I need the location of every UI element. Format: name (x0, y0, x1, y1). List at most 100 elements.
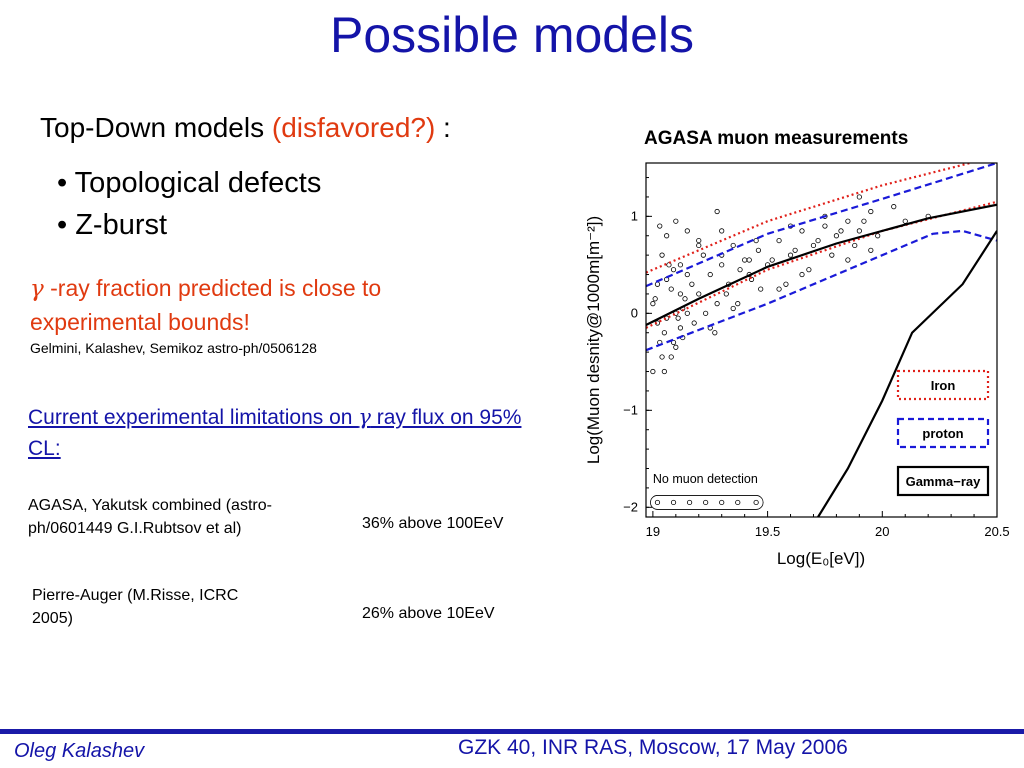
data-point (661, 330, 667, 336)
data-point (677, 262, 684, 268)
data-point (787, 252, 794, 258)
disfavored-label: (disfavored?) (271, 112, 436, 143)
data-point (696, 237, 702, 244)
data-point (735, 301, 741, 307)
legend-label-2: Gamma−ray (906, 474, 982, 489)
y-axis-label: Log(Muon desnity@1000m[m⁻²]) (584, 216, 603, 464)
data-point (810, 242, 817, 249)
data-point (891, 204, 897, 210)
data-point (661, 368, 667, 375)
footer-event: GZK 40, INR RAS, Moscow, 17 May 2006 (458, 736, 848, 759)
data-point (712, 330, 718, 336)
limit-source-agasa: AGASA, Yakutsk combined (astro-ph/060144… (28, 497, 272, 537)
x-tick-label: 20.5 (984, 524, 1009, 539)
legend-label-0: Iron (931, 378, 956, 393)
y-tick-label: 0 (631, 305, 638, 320)
data-point (875, 233, 881, 239)
data-point (696, 291, 702, 297)
data-point (783, 281, 789, 287)
data-point (856, 228, 862, 234)
data-point (650, 368, 656, 375)
limit-source-auger: Pierre-Auger (M.Risse, ICRC 2005) (32, 587, 239, 627)
series-line-5 (817, 230, 997, 517)
data-point (719, 228, 725, 234)
data-point (659, 354, 665, 360)
y-tick-label: −1 (623, 402, 638, 417)
bullet-z-burst: • Z-burst (57, 209, 168, 241)
non-detection-point (670, 499, 677, 506)
data-point (758, 286, 764, 292)
data-point (868, 208, 874, 215)
non-detection-point (719, 499, 725, 506)
gamma-symbol: γ (30, 276, 44, 302)
data-point (684, 310, 690, 316)
data-point (668, 354, 674, 360)
current-limitations-suffix: ray flux on 95% CL: (28, 406, 522, 460)
chart-title: AGASA muon measurements (644, 128, 909, 149)
data-point (654, 281, 661, 287)
data-point (852, 242, 858, 249)
non-detection-point (654, 499, 661, 506)
data-point (799, 228, 805, 234)
chart-marks (646, 163, 997, 517)
limit-value-agasa: 36% above 100EeV (362, 515, 504, 532)
data-point (753, 237, 759, 244)
data-point (845, 218, 851, 224)
legend-box-0 (896, 369, 990, 401)
data-point (689, 281, 695, 287)
data-point (691, 320, 697, 326)
data-point (677, 325, 684, 331)
data-point (845, 257, 851, 263)
top-down-heading: Top-Down models (disfavored?) : (40, 112, 451, 144)
legend-box-2 (896, 465, 990, 497)
chart-legend: Iron proton Gamma−ray (896, 369, 990, 497)
data-point (799, 271, 805, 278)
legend-label-1: proton (922, 426, 963, 441)
y-tick-label: 1 (631, 208, 638, 223)
data-point (776, 286, 782, 292)
data-point (833, 233, 840, 239)
data-point (755, 247, 762, 253)
data-point (730, 305, 736, 312)
footer-divider (0, 729, 1024, 734)
gamma-fraction-statement: γ -ray fraction predicted is close to ex… (30, 272, 500, 339)
data-point (730, 242, 736, 249)
bullet-topological-defects: • Topological defects (57, 167, 322, 199)
data-point (806, 267, 812, 273)
data-point (650, 301, 656, 307)
series-line-4 (646, 203, 997, 326)
data-point (838, 228, 844, 234)
current-limitations-prefix: Current experimental limitations on (28, 406, 359, 429)
legend-box-1 (896, 417, 990, 449)
data-point (696, 242, 702, 249)
data-point (776, 237, 782, 244)
non-detection-bracket (650, 495, 764, 510)
series-line-2 (646, 163, 997, 288)
series-line-1 (646, 200, 997, 329)
no-muon-detection-label: No muon detection (653, 472, 758, 486)
data-point (675, 315, 681, 321)
limit-value-auger: 26% above 10EeV (362, 605, 495, 622)
gamma-fraction-text: -ray fraction predicted is close to expe… (30, 275, 382, 335)
data-point (668, 286, 674, 292)
non-detection-point (753, 499, 759, 506)
data-point (673, 344, 679, 350)
data-point (652, 296, 658, 302)
y-tick-label: −2 (623, 499, 638, 514)
data-point (670, 267, 677, 273)
data-point (719, 262, 725, 268)
data-point (861, 218, 867, 224)
plot-area (646, 163, 997, 517)
non-detection-point (686, 499, 693, 506)
plot-frame (645, 162, 998, 518)
data-point (664, 233, 670, 239)
data-point (829, 252, 835, 258)
reference-citation: Gelmini, Kalashev, Semikoz astro-ph/0506… (30, 340, 317, 356)
data-point (737, 267, 743, 273)
data-point (868, 247, 874, 253)
axis-ticks: 19 19.5 20 20.5 −2 −1 0 1 (623, 177, 1010, 539)
x-tick-label: 19.5 (755, 524, 780, 539)
data-point (670, 339, 677, 346)
data-point (707, 271, 713, 278)
